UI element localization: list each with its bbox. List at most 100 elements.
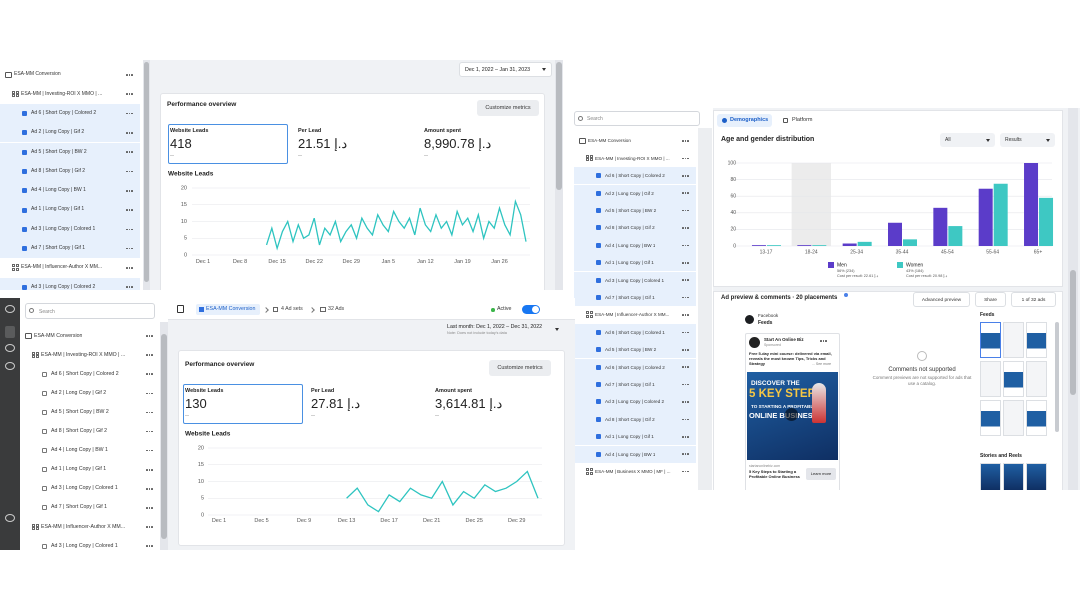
tree-row[interactable]: Ad 2 | Long Copy | Gif 2 (0, 123, 140, 143)
placement-thumbnail[interactable] (980, 463, 1001, 490)
tree-row[interactable]: Ad 5 | Short Copy | BW 2 (574, 201, 696, 220)
placement-thumbnail[interactable] (1003, 322, 1024, 358)
tree-row[interactable]: Ad 6 | Short Copy | Colored 2 (20, 365, 160, 384)
tree-row[interactable]: Ad 8 | Short Copy | Gif 2 (574, 410, 696, 429)
filter-dropdown[interactable]: All (940, 133, 995, 147)
tree-row[interactable]: Ad 1 | Long Copy | Gif 1 (574, 254, 696, 272)
date-range[interactable]: Last month: Dec 1, 2022 – Dec 31, 2022 (447, 324, 543, 330)
menu-dot (684, 366, 687, 368)
placement-thumbnail[interactable] (980, 361, 1001, 397)
metric-box-selected[interactable] (183, 384, 303, 424)
tree-row[interactable]: Ad 8 | Short Copy | Gif 2 (20, 422, 160, 441)
tree-row[interactable]: ESA-MM | Investing-ROI X MMO | ... (574, 150, 696, 167)
metric-value: 21.51 د.إ (298, 136, 348, 151)
date-range-button[interactable]: Dec 1, 2022 – Jan 31, 2023 (459, 62, 552, 77)
tree-row[interactable]: Ad 6 | Short Copy | Colored 2 (574, 358, 696, 376)
tree-row[interactable]: Ad 4 | Long Copy | BW 1 (574, 445, 696, 463)
row-label: ESA-MM Conversion (34, 332, 83, 339)
toolbar-button[interactable]: Advanced preview (913, 292, 970, 307)
toolbar-button[interactable]: Share (975, 292, 1006, 307)
customize-metrics-button[interactable]: Customize metrics (489, 360, 551, 376)
tab-active[interactable] (717, 114, 772, 127)
adset-icon (15, 267, 19, 271)
tree-row[interactable]: ESA-MM | Influencer-Author X MM... (20, 518, 160, 537)
tree-row[interactable]: Ad 6 | Short Copy | Colored 1 (574, 323, 696, 342)
menu-dot (687, 244, 689, 247)
placement-thumbnail[interactable] (1003, 463, 1024, 490)
tree-row[interactable]: Ad 6 | Short Copy | Colored 2 (574, 167, 696, 185)
customize-metrics-button[interactable]: Customize metrics (477, 100, 539, 116)
rail-icon[interactable] (5, 362, 15, 370)
tree-row[interactable]: Ad 4 | Long Copy | BW 1 (574, 236, 696, 255)
rail-icon[interactable] (5, 326, 15, 338)
menu-dot (151, 545, 153, 547)
placement-thumbnail[interactable] (1026, 463, 1047, 490)
tree-row[interactable]: Ad 8 | Short Copy | Gif 2 (0, 161, 140, 182)
placement-thumbnail[interactable] (980, 400, 1001, 436)
tree-row[interactable]: Ad 7 | Short Copy | Gif 1 (574, 288, 696, 307)
tree-row[interactable]: ESA-MM | Influencer-Author X MM... (0, 258, 140, 277)
tree-row[interactable]: Ad 7 | Short Copy | Gif 1 (20, 498, 160, 517)
tree-row[interactable]: ESA-MM | Investing-ROI X MMO | ... (0, 85, 140, 104)
placement-thumbnail[interactable] (1026, 361, 1047, 397)
tree-row[interactable]: ESA-MM Conversion (0, 65, 140, 84)
ad-icon (22, 149, 27, 155)
tree-row[interactable]: Ad 3 | Long Copy | Colored 1 (574, 271, 696, 289)
tree-row[interactable]: Ad 5 | Short Copy | BW 2 (20, 403, 160, 422)
menu-dot (126, 170, 128, 173)
rail-icon[interactable] (5, 514, 15, 522)
tree-row[interactable]: Ad 7 | Short Copy | Gif 1 (0, 239, 140, 259)
adset-icon (15, 90, 19, 94)
tree-row[interactable]: ESA-MM | Investing-ROI X MMO | ... (20, 346, 160, 365)
tree-row[interactable]: ESA-MM Conversion (574, 132, 696, 149)
breadcrumb[interactable]: 4 Ad sets (281, 306, 303, 312)
tree-row[interactable]: Ad 1 | Long Copy | Gif 1 (0, 200, 140, 220)
placement-thumbnail[interactable] (1003, 361, 1024, 397)
tree-row[interactable]: Ad 1 | Long Copy | Gif 1 (574, 428, 696, 446)
search-box[interactable]: Search (574, 111, 700, 126)
toggle[interactable] (522, 305, 540, 314)
cta-button[interactable]: Learn more (806, 468, 836, 480)
tree-row[interactable]: Ad 2 | Long Copy | Gif 2 (20, 384, 160, 403)
tree-row[interactable]: Ad 2 | Long Copy | Gif 2 (574, 184, 696, 202)
rail-icon[interactable] (5, 344, 15, 352)
tree-row[interactable]: Ad 5 | Short Copy | BW 2 (0, 142, 140, 162)
tree-row[interactable]: Ad 5 | Short Copy | BW 2 (574, 341, 696, 359)
placement-thumbnail[interactable] (1026, 322, 1047, 358)
tree-row[interactable]: ESA-MM Conversion (20, 327, 160, 346)
tree-row[interactable]: Ad 3 | Long Copy | Colored 1 (0, 219, 140, 239)
tree-row[interactable]: Ad 6 | Short Copy | Colored 2 (0, 103, 140, 124)
placement-thumbnail[interactable] (1003, 400, 1024, 436)
placement-thumbnail[interactable] (1026, 400, 1047, 436)
rail-icon[interactable] (5, 305, 15, 313)
placement-thumbnail[interactable] (980, 322, 1001, 358)
metric-box-selected[interactable] (168, 124, 288, 164)
tree-row[interactable]: Ad 3 | Long Copy | Colored 1 (20, 537, 160, 550)
menu-dot (151, 488, 153, 490)
tree-row[interactable]: Ad 1 | Long Copy | Gif 1 (20, 460, 160, 479)
search-box[interactable]: Search (25, 303, 155, 319)
tree-row[interactable]: Ad 7 | Short Copy | Gif 1 (574, 375, 696, 394)
play-button[interactable] (785, 408, 798, 421)
toolbar-button[interactable]: 1 of 32 ads (1011, 292, 1056, 307)
sidebar-toggle[interactable] (177, 305, 184, 313)
ad-icon (42, 505, 47, 511)
menu-dot (687, 261, 689, 264)
tab-label[interactable]: Platform (792, 117, 813, 123)
menu-dot (682, 453, 684, 455)
tree-row[interactable]: Ad 8 | Short Copy | Gif 2 (574, 219, 696, 237)
crumb-active[interactable] (196, 304, 260, 315)
menu-dot (682, 418, 684, 421)
tree-row[interactable]: ESA-MM | Influencer-Author X MM... (574, 306, 696, 323)
tree-row[interactable]: Ad 3 | Long Copy | Colored 2 (0, 277, 140, 290)
filter-dropdown[interactable]: Results (1000, 133, 1055, 147)
metric-value: 3,614.81 د.إ (435, 396, 503, 411)
tree-row[interactable]: Ad 3 | Long Copy | Colored 2 (574, 393, 696, 411)
row-label: Ad 6 | Short Copy | Colored 2 (31, 109, 97, 116)
tree-row[interactable]: Ad 4 | Long Copy | BW 1 (0, 181, 140, 201)
breadcrumb[interactable]: 32 Ads (328, 306, 345, 312)
tree-row[interactable]: Ad 4 | Long Copy | BW 1 (20, 441, 160, 460)
tree-row[interactable]: ESA-MM | Business X MMO | MF | ... (574, 463, 696, 480)
sidebar-scroll-thumb (144, 62, 149, 282)
tree-row[interactable]: Ad 3 | Long Copy | Colored 1 (20, 479, 160, 498)
